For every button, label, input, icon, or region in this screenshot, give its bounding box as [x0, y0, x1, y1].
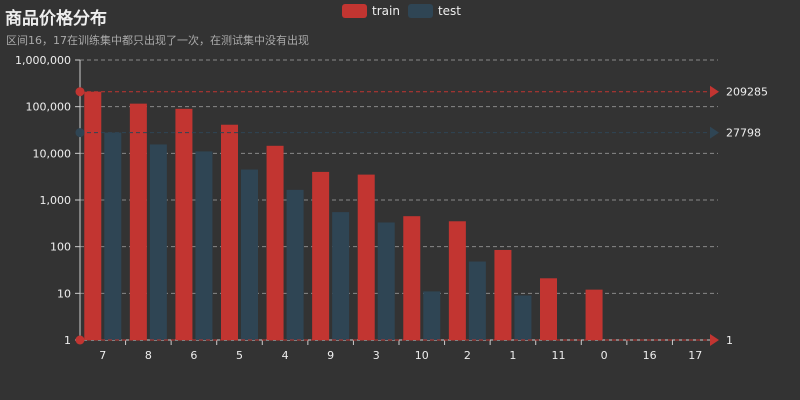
- x-tick-label: 7: [99, 349, 106, 362]
- mark-line-arrow-icon: [710, 126, 719, 139]
- bar-test-10[interactable]: [423, 291, 441, 340]
- legend-item-test[interactable]: test: [407, 4, 461, 18]
- x-tick-label: 9: [327, 349, 334, 362]
- x-tick-label: 2: [464, 349, 471, 362]
- x-tick-label: 1: [509, 349, 516, 362]
- legend-label-train: train: [372, 4, 400, 18]
- bar-train-6[interactable]: [175, 108, 193, 340]
- chart-subtitle: 区间16，17在训练集中都只出现了一次，在测试集中没有出现: [6, 34, 309, 47]
- legend-swatch-test: [407, 4, 433, 18]
- x-tick-label: 4: [282, 349, 289, 362]
- bar-train-0[interactable]: [585, 289, 603, 340]
- y-tick-label: 1,000: [40, 194, 72, 207]
- bar-train-10[interactable]: [403, 216, 421, 340]
- bar-test-7[interactable]: [104, 132, 122, 340]
- x-tick-label: 11: [552, 349, 566, 362]
- x-tick-label: 10: [415, 349, 429, 362]
- bar-train-4[interactable]: [266, 145, 284, 340]
- x-tick-label: 5: [236, 349, 243, 362]
- mark-line-label: 1: [726, 334, 733, 347]
- bar-train-3[interactable]: [357, 174, 375, 340]
- mark-line-arrow-icon: [710, 334, 719, 346]
- x-tick-label: 16: [643, 349, 657, 362]
- bar-test-6[interactable]: [195, 151, 213, 340]
- y-tick-label: 100,000: [26, 101, 72, 114]
- mark-line-arrow-icon: [710, 85, 719, 98]
- bar-test-1[interactable]: [514, 295, 532, 340]
- x-tick-label: 0: [601, 349, 608, 362]
- bar-test-3[interactable]: [377, 222, 395, 340]
- mark-line-label: 27798: [726, 127, 761, 140]
- mark-line-start-dot: [75, 128, 85, 138]
- bar-train-9[interactable]: [312, 171, 330, 340]
- bar-train-2[interactable]: [448, 221, 466, 340]
- bar-train-8[interactable]: [129, 103, 147, 340]
- bar-train-1[interactable]: [494, 249, 512, 340]
- bar-test-9[interactable]: [332, 212, 350, 340]
- bar-train-5[interactable]: [221, 124, 238, 340]
- bar-test-8[interactable]: [149, 144, 167, 340]
- bar-test-4[interactable]: [286, 189, 304, 340]
- bar-test-2[interactable]: [468, 261, 486, 340]
- legend-item-train[interactable]: train: [342, 4, 400, 18]
- mark-line-start-dot: [75, 87, 85, 97]
- legend-label-test: test: [437, 4, 461, 18]
- y-tick-label: 100: [50, 241, 71, 254]
- x-tick-label: 8: [145, 349, 152, 362]
- mark-line-start-dot: [75, 335, 85, 345]
- legend: train test: [342, 4, 469, 18]
- bar-test-5[interactable]: [241, 169, 258, 340]
- y-tick-label: 10,000: [33, 147, 72, 160]
- legend-swatch-train: [342, 4, 367, 18]
- bar-train-11[interactable]: [540, 278, 557, 340]
- y-tick-label: 10: [57, 287, 71, 300]
- x-tick-label: 17: [688, 349, 702, 362]
- bar-train-7[interactable]: [84, 91, 102, 341]
- x-tick-label: 3: [373, 349, 380, 362]
- x-tick-label: 6: [190, 349, 197, 362]
- mark-line-label: 209285: [726, 86, 768, 99]
- y-tick-label: 1,000,000: [15, 54, 71, 67]
- y-tick-label: 1: [64, 334, 71, 347]
- chart-title: 商品价格分布: [5, 9, 107, 29]
